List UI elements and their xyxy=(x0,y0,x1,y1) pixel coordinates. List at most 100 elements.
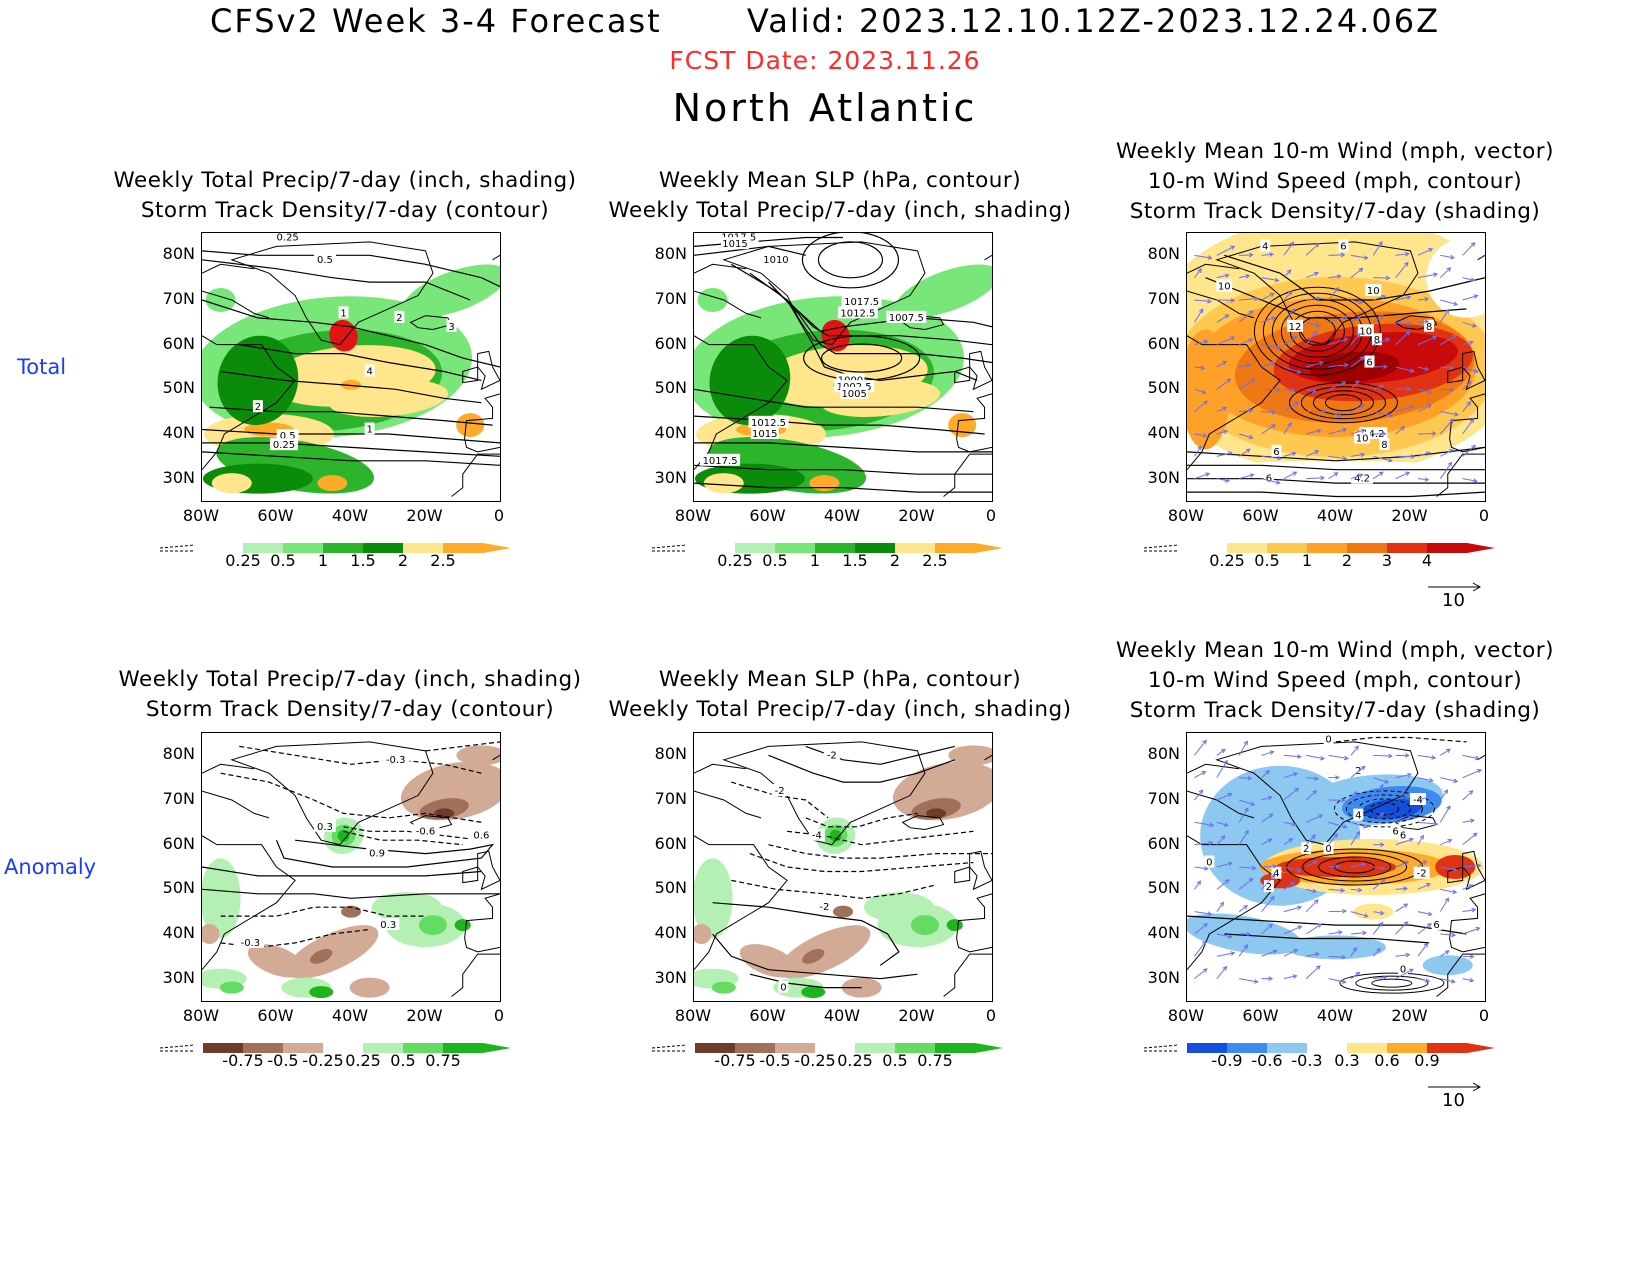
svalbard-coastline xyxy=(984,754,992,761)
shade-area xyxy=(948,413,977,438)
wind-vector xyxy=(1239,775,1253,781)
wind-vector xyxy=(1194,922,1208,935)
lon-tick-label: 0 xyxy=(493,506,505,525)
arctic-islands-coastline xyxy=(1187,763,1255,819)
reference-vector-label: 10 xyxy=(1442,590,1465,611)
wind-vector xyxy=(1395,295,1412,301)
contour-line xyxy=(712,902,900,966)
wind-vector xyxy=(1194,840,1214,846)
contour-label: 6 xyxy=(1263,471,1274,485)
wind-vector xyxy=(1283,754,1302,759)
wind-vector xyxy=(1283,772,1299,779)
wind-vector xyxy=(1239,865,1257,871)
wind-vector xyxy=(1350,428,1366,435)
contour-label: 6 xyxy=(1338,239,1349,252)
colorbar-segment xyxy=(775,1043,815,1053)
lon-tick-label: 80W xyxy=(674,506,712,525)
svg-text:1010: 1010 xyxy=(763,255,788,266)
wind-vector xyxy=(1238,829,1249,845)
contour-line xyxy=(1345,794,1423,824)
contour-line xyxy=(749,973,862,989)
contour-line xyxy=(1224,254,1485,301)
svg-text:0.25: 0.25 xyxy=(277,233,299,243)
colorbar-label: 0.75 xyxy=(425,1051,461,1070)
colorbar-label: 1 xyxy=(809,551,821,570)
svg-text:0: 0 xyxy=(1325,844,1331,855)
europe-coastline xyxy=(1436,850,1485,997)
contour-line xyxy=(1187,915,1467,935)
svg-text:4: 4 xyxy=(1262,241,1268,252)
greenland-coastline xyxy=(230,741,434,846)
wind-vector xyxy=(1328,411,1343,418)
wind-vector xyxy=(1305,860,1318,868)
contour-label: 4 xyxy=(364,364,375,377)
contour-line xyxy=(1187,446,1485,462)
wind-vector xyxy=(1283,974,1298,980)
contour-label: 4 xyxy=(1271,866,1282,880)
contour-line xyxy=(1205,277,1467,319)
colorbar-segment xyxy=(1267,1043,1307,1053)
wind-vector xyxy=(1238,310,1254,323)
svg-text:4.2: 4.2 xyxy=(1354,474,1370,485)
shade-area xyxy=(778,925,871,979)
shade-area xyxy=(801,986,826,999)
wind-vector xyxy=(1328,978,1347,984)
wind-vector xyxy=(1417,319,1430,325)
colorbar-segment xyxy=(403,1043,443,1053)
europe-coastline xyxy=(451,350,500,497)
svg-text:0: 0 xyxy=(1325,735,1331,746)
wind-vector xyxy=(1239,363,1252,368)
wind-vector xyxy=(1395,903,1409,913)
contour-label: 1015 xyxy=(750,427,779,440)
colorbar-segment xyxy=(243,543,283,553)
wind-vector xyxy=(1395,261,1409,278)
contour-line xyxy=(202,250,500,288)
contour-line xyxy=(202,428,500,444)
wind-vector xyxy=(1417,978,1431,983)
wind-vector xyxy=(1216,835,1226,846)
wind-vector xyxy=(1462,380,1472,390)
contour-layer: -2 -2 -4 -2 0 xyxy=(712,745,992,994)
svg-text:14.2: 14.2 xyxy=(1362,429,1384,440)
contour-label: 10 xyxy=(1365,284,1382,297)
wind-vector xyxy=(1194,940,1207,957)
wind-vector xyxy=(1261,455,1283,461)
colorbar-label: 2 xyxy=(397,551,409,570)
wind-vector xyxy=(1417,272,1439,279)
wind-vector xyxy=(1417,404,1432,413)
wind-vector xyxy=(1440,387,1455,392)
wind-vector xyxy=(1462,321,1477,328)
colorbar-label: 0.5 xyxy=(762,551,788,570)
wind-vector xyxy=(1328,833,1339,845)
shade-area xyxy=(337,829,350,842)
colorbar-label: -0.9 xyxy=(1211,1051,1243,1070)
contour-label: 12 xyxy=(1287,319,1304,333)
svg-text:6: 6 xyxy=(1340,241,1346,252)
colorbar-segment xyxy=(1387,1043,1427,1053)
wind-vector xyxy=(1305,450,1320,457)
wind-vector xyxy=(1462,863,1482,869)
contour-label: 8 xyxy=(1379,438,1390,451)
wind-vector xyxy=(1350,299,1364,305)
svg-text:3: 3 xyxy=(448,322,454,333)
wind-vector xyxy=(1350,332,1361,345)
shade-area xyxy=(1286,935,1386,960)
svg-text:0.5: 0.5 xyxy=(280,431,296,442)
wind-vector xyxy=(1328,930,1343,935)
lon-tick-label: 60W xyxy=(1242,1006,1279,1025)
wind-vector xyxy=(1372,878,1386,890)
wind-vector xyxy=(1239,433,1254,440)
colorbar-label: 2 xyxy=(1341,551,1353,570)
svg-text:10: 10 xyxy=(1367,286,1380,297)
shade-area xyxy=(926,808,947,819)
lon-tick-label: 60W xyxy=(749,1006,786,1025)
shade-area xyxy=(694,924,712,944)
colorbar-segment xyxy=(323,1043,363,1053)
svg-text:2: 2 xyxy=(1266,882,1272,893)
wind-vector xyxy=(1328,954,1347,960)
wind-vector xyxy=(1216,336,1236,346)
wind-vector xyxy=(1194,268,1202,278)
wind-vector xyxy=(1350,830,1361,845)
shade-area xyxy=(309,986,334,999)
wind-vector xyxy=(1306,475,1326,481)
